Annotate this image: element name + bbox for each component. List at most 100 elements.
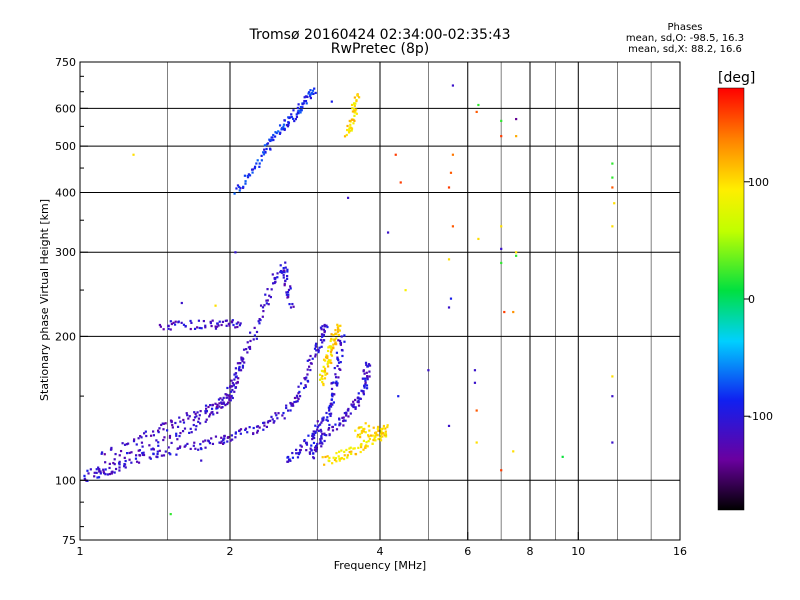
data-point	[342, 419, 345, 423]
data-point	[316, 428, 319, 431]
data-point	[277, 412, 280, 415]
data-point	[500, 469, 503, 472]
data-point	[189, 319, 192, 323]
data-point	[177, 320, 180, 323]
data-point	[234, 251, 237, 254]
data-point	[335, 332, 338, 335]
data-point	[208, 442, 212, 445]
data-point	[319, 439, 322, 443]
data-point	[273, 277, 276, 280]
data-point	[326, 419, 329, 422]
data-point	[251, 171, 254, 174]
data-point	[232, 323, 235, 327]
data-point	[376, 425, 380, 429]
data-point	[207, 439, 210, 442]
data-point	[83, 474, 86, 477]
data-point	[204, 404, 208, 407]
data-point	[242, 348, 246, 351]
data-point	[269, 295, 272, 299]
data-point	[246, 431, 249, 434]
data-point	[368, 375, 371, 378]
data-point	[159, 325, 162, 328]
data-point	[236, 184, 240, 187]
data-point	[192, 423, 195, 427]
data-point	[309, 368, 312, 372]
data-point	[86, 469, 89, 472]
colorbar-tick-label: -100	[748, 410, 773, 423]
data-point	[156, 450, 159, 453]
data-point	[353, 109, 356, 112]
data-point	[200, 459, 203, 462]
data-point	[339, 324, 342, 327]
data-point	[376, 427, 379, 431]
axis-ticks: 1 2 4 6 8 10 16 75 100 200 300 400 500 600 750	[55, 56, 687, 558]
data-point	[323, 331, 326, 334]
data-point	[182, 418, 185, 422]
data-point	[165, 429, 169, 432]
data-point	[278, 132, 282, 135]
data-point	[229, 399, 232, 402]
data-point	[170, 421, 173, 424]
data-point	[262, 151, 265, 154]
data-point	[155, 455, 158, 458]
data-point	[238, 189, 241, 192]
data-point	[347, 409, 350, 412]
data-point	[239, 428, 243, 431]
chart-subtitle: RwPretec (8p)	[330, 41, 430, 57]
data-point	[164, 422, 167, 425]
data-point	[362, 448, 365, 451]
data-point	[348, 450, 351, 454]
data-point	[611, 441, 614, 444]
data-point	[334, 373, 337, 376]
data-point	[451, 153, 455, 156]
data-point	[287, 455, 290, 459]
data-point	[243, 174, 247, 177]
data-point	[319, 438, 322, 441]
data-point	[222, 401, 225, 404]
data-point	[331, 395, 334, 398]
data-point	[289, 402, 293, 405]
data-point	[326, 416, 329, 419]
data-point	[329, 345, 333, 348]
data-point	[230, 434, 234, 437]
data-point	[314, 353, 317, 356]
data-point	[130, 451, 133, 454]
data-point	[477, 237, 480, 241]
data-point	[335, 460, 338, 463]
data-point	[297, 397, 300, 401]
data-point	[338, 423, 341, 427]
data-point	[394, 153, 397, 156]
data-point	[104, 468, 107, 471]
data-point	[321, 341, 324, 344]
data-point	[475, 409, 478, 412]
data-point	[238, 366, 241, 369]
data-point	[167, 446, 170, 449]
data-point	[286, 291, 290, 294]
data-point	[148, 456, 151, 459]
data-point	[321, 335, 324, 338]
data-point	[309, 89, 312, 92]
data-point	[103, 453, 106, 456]
data-point	[209, 404, 212, 407]
data-point	[138, 449, 142, 452]
data-point	[322, 383, 325, 387]
data-point	[333, 393, 336, 396]
data-point	[287, 460, 290, 463]
data-point	[179, 445, 182, 448]
data-point	[245, 348, 248, 351]
data-point	[328, 423, 331, 427]
data-point	[210, 437, 213, 440]
data-point	[326, 325, 329, 329]
data-point	[338, 457, 341, 460]
data-point	[321, 419, 324, 422]
data-point	[152, 452, 155, 455]
data-point	[329, 412, 333, 415]
data-point	[89, 468, 92, 471]
data-point	[263, 304, 266, 307]
data-point	[252, 432, 255, 435]
data-point	[360, 431, 363, 434]
data-point	[295, 452, 298, 455]
data-point	[225, 393, 228, 396]
data-point	[242, 185, 245, 188]
grid-lines	[80, 62, 680, 540]
